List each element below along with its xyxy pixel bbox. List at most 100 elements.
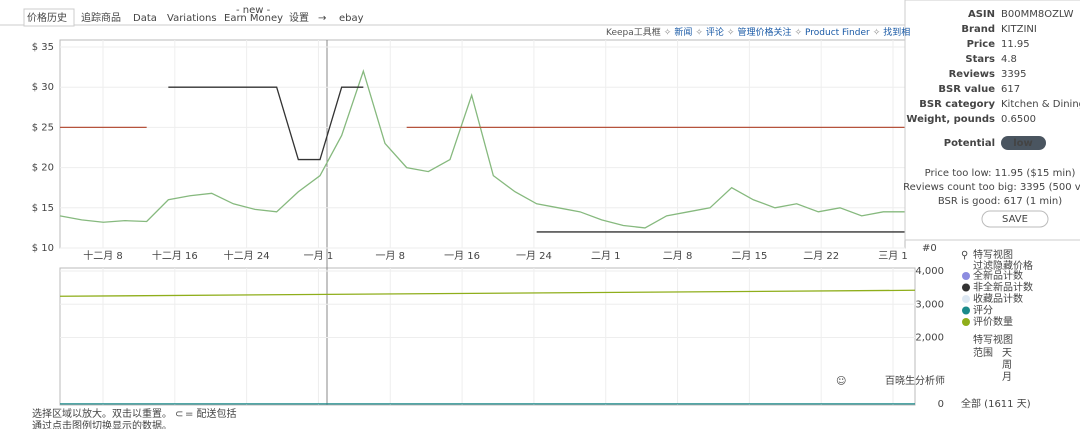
potential-pill [1001,136,1046,150]
closeup-toggle[interactable]: 特写视图 [973,333,1013,346]
popup-value: KITZINI [1001,24,1037,35]
tab[interactable]: 追踪商品 [81,11,121,24]
separator: ✧ [695,28,703,38]
tab[interactable]: Earn Money [224,13,283,24]
x-tick-label: 二月 22 [803,250,839,262]
tab[interactable]: Variations [167,13,217,24]
toolbar-link[interactable]: 找到相 [883,28,911,38]
y-tick-label: $ 25 [32,122,54,133]
wechat-icon: ☺ [836,376,846,387]
popup-value: 0.6500 [1001,114,1036,125]
toolbar: Keepa工具框 ✧ 新闻 ✧ 评论 ✧ 管理价格关注 ✧ Product Finder ✧ 找到相 [606,25,910,38]
range-label: 范围 [973,346,993,359]
info-popup: ASIN B00MM8OZLW Brand KITZINI Price 11.95 Star… [903,0,1080,241]
legend-label[interactable]: 评价数量 [973,315,1013,328]
toolbar-link[interactable]: Keepa工具框 [606,28,661,38]
toolbar-link[interactable]: 新闻 [674,28,693,38]
popup-value: Kitchen & Dining [1001,99,1080,110]
y-tick-label: $ 30 [32,82,54,93]
separator: ✧ [663,28,672,38]
range-option[interactable]: 天 [1002,348,1012,359]
popup-label: Potential [944,138,995,149]
x-tick-label: 一月 1 [304,250,334,262]
popup-label: Price [967,39,996,50]
y-tick-label: 2,000 [915,333,944,344]
price-plot-frame [59,39,906,249]
tab[interactable]: ebay [339,13,364,24]
popup-label: Reviews [949,69,995,80]
y-tick-label: 0 [938,399,944,410]
popup-message: BSR is good: 617 (1 min) [938,196,1062,207]
x-tick-label: 三月 1 [878,250,908,262]
legend-dot [962,295,970,303]
y-tick-label: $ 35 [32,42,54,53]
legend-label[interactable]: 收藏品计数 [973,292,1023,305]
potential-value: low [1013,138,1033,149]
save-button[interactable] [981,210,1049,228]
popup-value: B00MM8OZLW [1001,9,1074,20]
y-tick-label: $ 10 [32,243,54,254]
filter-toggle[interactable]: 过滤隐藏价格 [973,259,1033,272]
popup-label: BSR value [938,84,995,95]
y-tick-label: 4,000 [915,266,944,277]
x-tick-label: 十二月 8 [83,249,123,262]
series-line [168,86,905,233]
legend-dot [962,283,970,292]
new-badge: - new - [236,5,271,16]
toolbar-link[interactable]: 管理价格关注 [737,28,792,38]
closeup-toggle[interactable]: 特写视图 [973,248,1013,261]
x-tick-label: 十二月 24 [224,249,270,262]
popup-label: Brand [961,24,995,35]
x-tick-label: 一月 8 [375,250,405,262]
right-axis-label: #0 [922,243,937,254]
separator: ✧ [794,28,802,38]
legend-dot [962,272,970,280]
series-line [59,68,905,229]
popup-label: Stars [965,54,995,65]
note: 选择区域以放大。双击以重置。 [32,407,172,420]
tab[interactable]: Data [133,13,157,24]
active-tab[interactable] [23,8,75,27]
separator: ✧ [872,28,881,38]
legend-label[interactable]: 全新品计数 [973,269,1023,282]
x-tick-label: 一月 16 [444,250,480,262]
legend-dot [962,306,970,315]
y-tick-label: 3,000 [915,299,944,310]
range-option[interactable]: 月 [1002,371,1012,383]
box-icon: ⊂ [175,409,183,420]
popup-message: Reviews count too big: 3395 (500 vote [903,182,1080,193]
range-option[interactable]: 周 [1002,359,1012,371]
popup-value: 3395 [1001,69,1026,80]
x-tick-label: 二月 1 [591,250,621,262]
legend-label[interactable]: 评分 [973,305,993,317]
x-tick-label: 一月 24 [516,250,552,262]
count-plot-frame [59,267,916,406]
tab[interactable]: 设置 [289,12,309,24]
save-label[interactable]: SAVE [1002,214,1028,225]
popup-label: ASIN [968,9,995,20]
toolbar-link[interactable]: Product Finder [805,28,870,38]
popup-value: 11.95 [1001,39,1030,50]
note: 通过点击图例切换显示的数据。 [32,419,172,429]
separator: ✧ [726,28,735,38]
y-tick-label: $ 15 [32,203,54,214]
note: = 配送包括 [185,407,237,420]
legend-label[interactable]: 非全新品计数 [973,281,1033,294]
range-all[interactable]: 全部 (1611 天) [961,397,1031,410]
popup-label: BSR category [919,99,995,110]
popup-message: Price too low: 11.95 ($15 min) [925,168,1076,179]
tab[interactable]: 价格历史 [27,11,67,24]
watermark: 百晓生分析师 [885,374,945,387]
legend-dot [962,318,970,326]
tab[interactable]: → [318,13,326,24]
popup-value: 4.8 [1001,54,1017,65]
x-tick-label: 二月 15 [731,250,767,262]
popup-box [904,0,1080,241]
x-tick-label: 二月 8 [663,250,693,262]
series-line [59,289,916,297]
popup-label: Weight, pounds [906,114,995,125]
popup-value: 617 [1001,84,1020,95]
toolbar-link[interactable]: 评论 [705,28,724,38]
